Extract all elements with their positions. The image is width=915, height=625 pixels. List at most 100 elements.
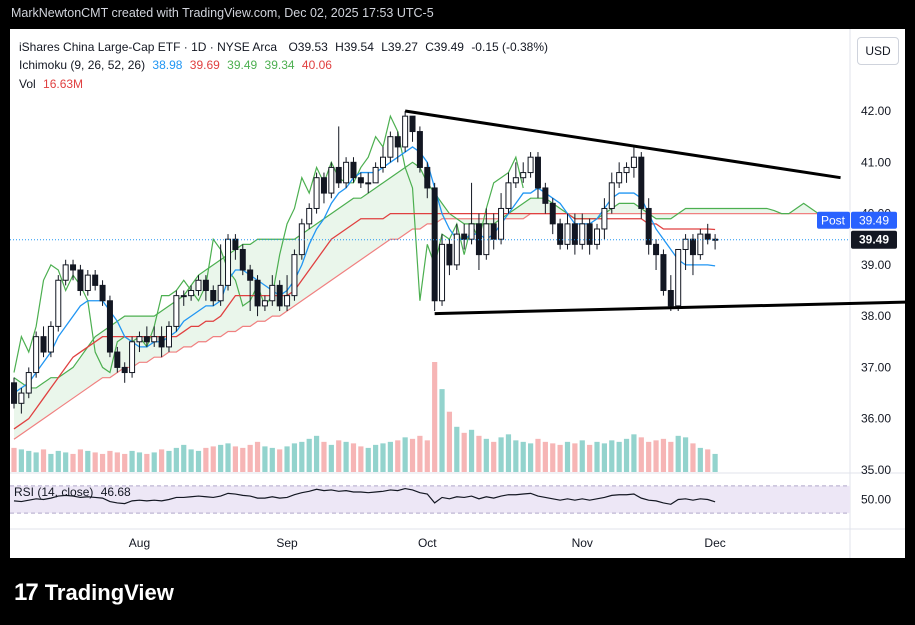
volume-bar [387,441,393,472]
candle-body [483,223,490,256]
candle-body [188,290,195,297]
candle-body [608,182,615,209]
volume-bar [690,443,696,472]
candle-body [468,223,475,240]
candle-body [416,131,423,168]
candle-body [689,238,696,256]
candle-body [505,182,512,209]
candle-body [653,243,660,256]
volume-bar [712,453,718,472]
time-axis-tick-label: Nov [572,536,593,550]
candle-body [424,166,431,189]
volume-bar [402,437,408,472]
last-price-tag-bg [851,230,897,249]
chart-credit: MarkNewtonCMT created with TradingView.c… [11,6,434,20]
candle-body [387,136,394,158]
ichimoku-legend: Ichimoku (9, 26, 52, 26) 38.98 39.69 39.… [19,58,336,72]
post-tag-label-bg [817,211,850,229]
candle-body [601,207,608,230]
price-axis-tick-label: 37.00 [861,360,891,374]
candle-body [40,336,47,353]
volume-bar [254,441,261,472]
candle-body [291,254,298,297]
ichimoku-tenkan-line [13,146,716,394]
volume-bar [587,444,593,472]
candle-body [195,279,202,292]
volume-name[interactable]: Vol [19,77,36,91]
symbol-name[interactable]: iShares China Large-Cap ETF · 1D · NYSE … [19,40,278,54]
volume-bar [306,438,312,472]
ichimoku-name[interactable]: Ichimoku (9, 26, 52, 26) [19,58,146,72]
volume-bar [520,441,526,472]
volume-bar [232,446,238,472]
volume-bar [240,447,246,472]
volume-bar [631,434,637,472]
volume-bar [313,435,320,472]
candle-body [217,284,224,302]
volume-bar [594,441,600,472]
candle-body [173,295,180,327]
candle-body [380,156,386,168]
volume-bar [535,438,541,472]
volume-bar [675,435,681,472]
ichimoku-span-b-line [13,212,819,440]
candle-body [313,177,320,209]
candle-body [239,248,246,271]
volume-bar [343,441,349,472]
candle-body [372,166,379,184]
candle-body [704,233,711,240]
volume-bar [284,446,290,472]
candle-body [33,336,40,374]
volume-legend: Vol 16.63M [19,77,87,91]
last-price-tag: 39.49 [859,233,889,247]
volume-bar [181,444,187,472]
candle-body [402,115,409,148]
post-tag-label: Post [821,214,846,228]
candle-body [557,223,564,245]
candle-body [446,243,453,266]
volume-bar [26,450,32,472]
brand-name: TradingView [44,580,174,605]
rsi-value: 46.68 [100,485,131,499]
post-price-tag: 39.49 [859,214,889,228]
candle-body [453,233,460,266]
candle-body [202,279,209,292]
candle-body [70,264,77,271]
volume-bar [528,443,534,472]
candle-body [254,279,261,307]
volume-bar [417,435,423,472]
candle-body [409,115,416,133]
candle-body [320,177,327,194]
volume-bar [225,443,231,472]
time-axis-tick-label: Oct [418,536,437,550]
tradingview-logo-icon: 17 [14,579,39,606]
volume-bar [380,443,386,472]
price-axis-tick-label: 39.00 [861,258,891,272]
volume-bar [668,441,674,472]
currency-button[interactable]: USD [857,37,899,65]
volume-bar [218,444,224,472]
volume-bar [498,437,504,472]
candle-body [638,156,645,209]
candle-body [394,136,401,148]
candle-body [335,166,342,184]
volume-bar [365,447,371,472]
price-chart[interactable]: 35.0036.0037.0038.0039.0040.0041.0042.00… [10,29,905,558]
price-axis-tick-label: 36.00 [861,412,891,426]
candle-body [343,161,350,184]
candle-body [136,336,143,343]
volume-bar [85,450,91,472]
rsi-axis-tick-label: 50.00 [861,493,891,507]
candle-body [594,228,601,245]
candle-body [298,223,305,256]
rsi-name[interactable]: RSI (14, close) [14,485,94,499]
volume-bar [395,440,401,472]
rsi-band [10,485,850,514]
volume-bar [638,437,644,472]
candle-body [512,177,519,184]
volume-bar [291,443,298,472]
candle-body [99,284,106,302]
volume-bar [350,443,357,472]
volume-bar [476,435,482,472]
tradingview-brand: 17 TradingView [14,579,174,607]
